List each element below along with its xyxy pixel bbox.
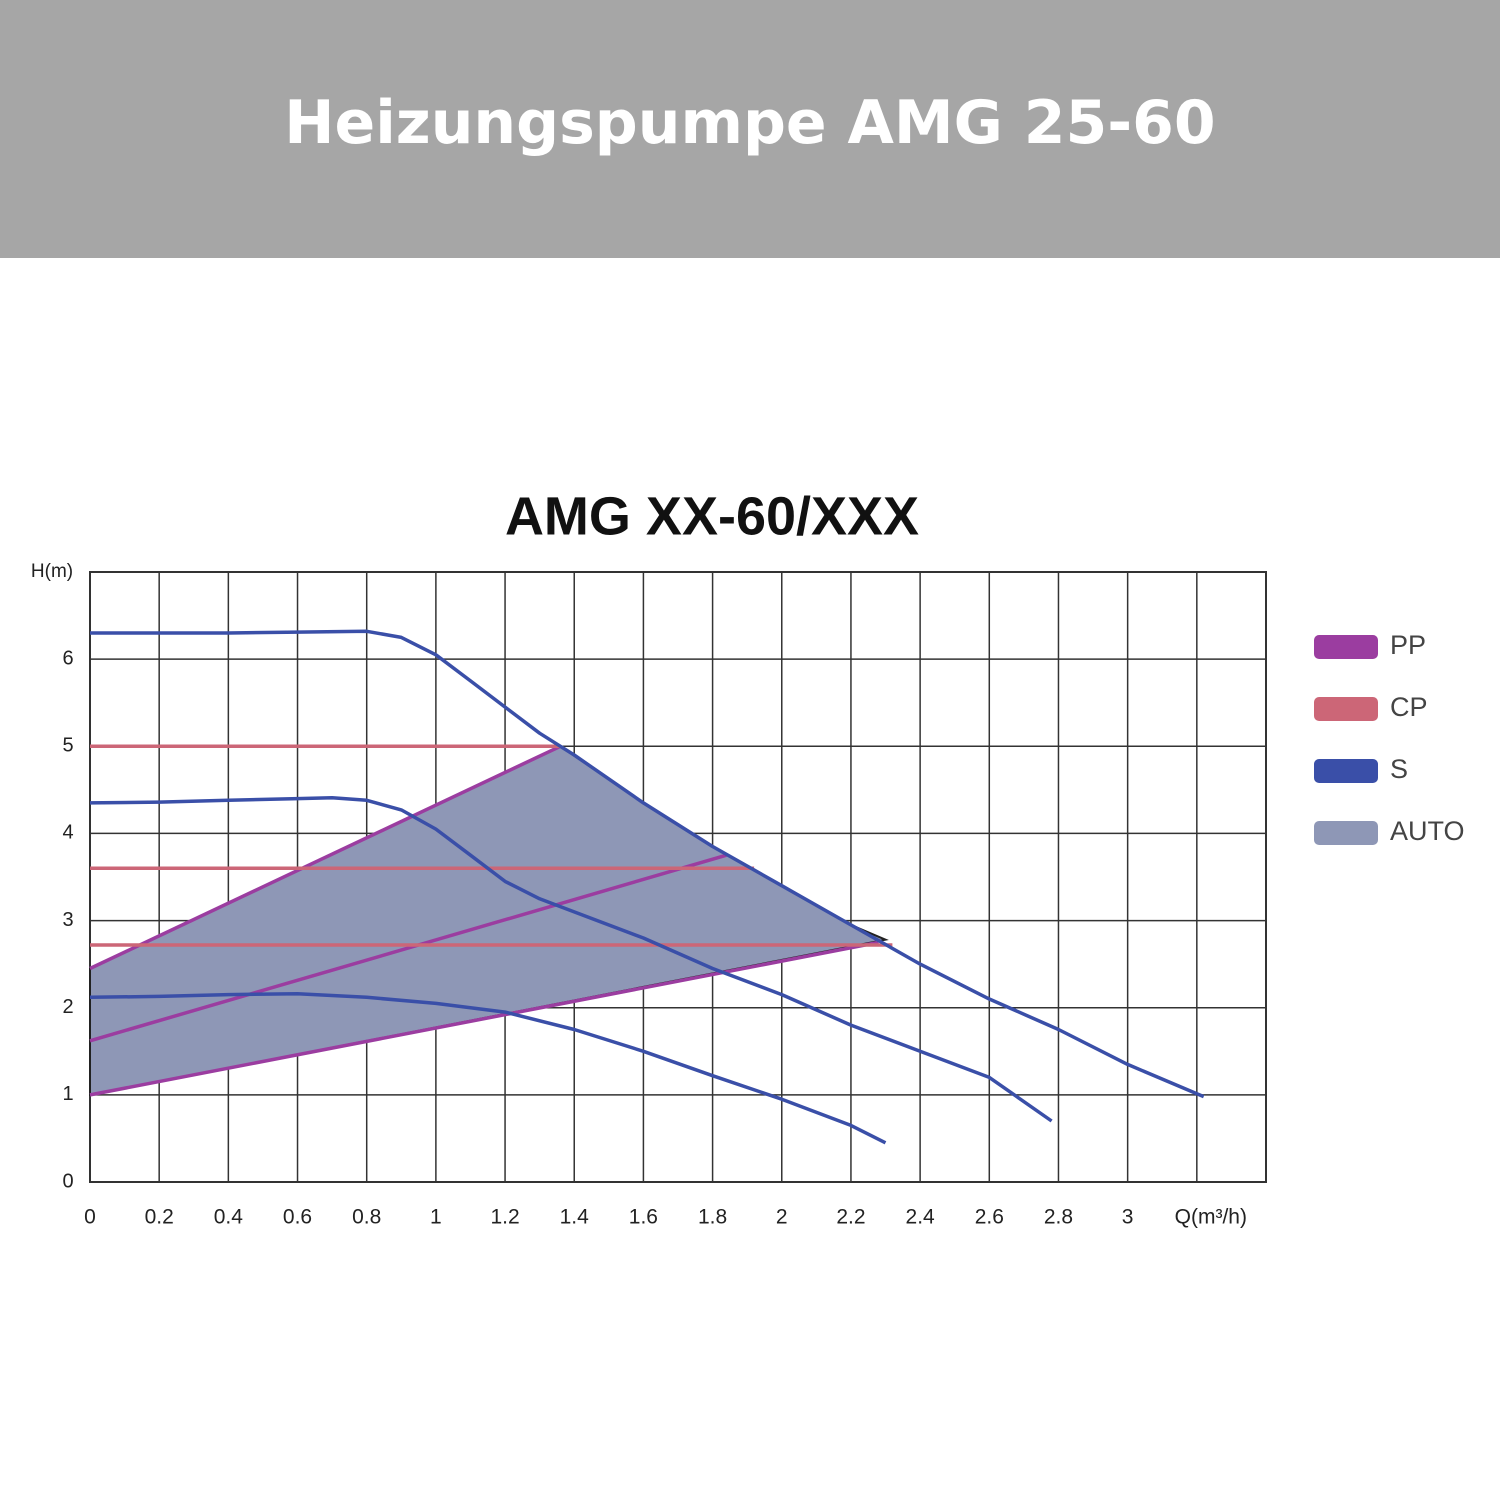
legend-swatch [1314,821,1378,845]
y-tick-label: 1 [62,1083,73,1105]
x-tick-label: 0.2 [145,1206,174,1229]
x-tick-label: 2 [776,1206,788,1229]
legend-label: CP [1390,692,1428,722]
curve [89,795,1053,1123]
legend-swatch [1314,635,1378,659]
curve [90,629,1205,1099]
x-tick-label: 3 [1122,1206,1134,1229]
y-axis-label: H(m) [31,561,73,582]
x-tick-label: 2.2 [836,1206,865,1229]
legend-swatch [1314,759,1378,783]
legend-label: S [1390,754,1408,784]
y-tick-label: 0 [62,1170,73,1192]
y-tick-label: 3 [62,909,73,931]
y-tick-label: 2 [62,996,73,1018]
legend-label: PP [1390,630,1426,660]
x-tick-label: 0.4 [214,1206,244,1229]
chart: AMG XX-60/XXX H(m) 0 1 2 3 4 5 6 0 0.2 0.4 0.6 0.8 1… [31,486,1465,1229]
page-title: Heizungspumpe AMG 25-60 [284,88,1216,158]
y-tick-label: 5 [62,735,73,757]
x-tick-label: 2.6 [975,1206,1004,1229]
x-tick-label: 1.6 [629,1206,658,1229]
x-tick-label: 1.2 [490,1206,519,1229]
x-axis-label: Q(m³/h) [1175,1206,1247,1229]
curve [89,744,562,971]
x-tick-label: 2.8 [1044,1206,1073,1229]
legend-label: AUTO [1390,816,1465,846]
x-tick-label: 0 [84,1206,96,1229]
chart-title: AMG XX-60/XXX [505,486,919,546]
y-tick-label: 6 [62,647,73,669]
x-tick-label: 1.4 [560,1206,590,1229]
curve [89,992,887,1145]
x-tick-label: 0.6 [283,1206,312,1229]
x-tick-label: 1.8 [698,1206,727,1229]
x-tick-label: 1 [430,1206,442,1229]
y-tick-label: 4 [62,822,73,844]
x-tick-label: 0.8 [352,1206,381,1229]
legend-swatch [1314,697,1378,721]
curve [89,853,727,1043]
x-tick-label: 2.4 [906,1206,936,1229]
header-bar: Heizungspumpe AMG 25-60 [0,0,1500,258]
curve [89,940,879,1097]
